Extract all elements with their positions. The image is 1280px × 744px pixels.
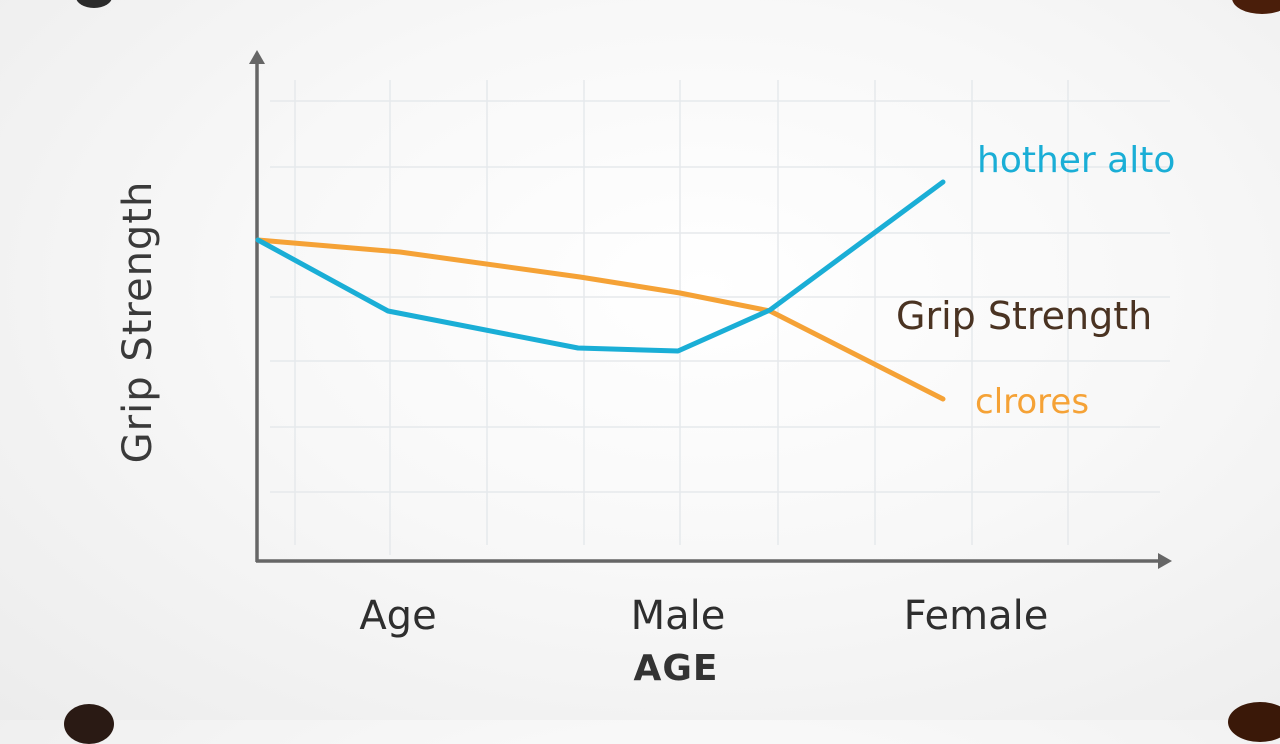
annotation-orange-series: clrores <box>975 382 1090 422</box>
axes <box>249 50 1172 569</box>
annotation-blue-series: hother alto <box>977 140 1176 181</box>
series-blue-line <box>255 179 946 354</box>
x-tick-female: Female <box>903 593 1049 639</box>
x-axis-arrow-icon <box>1158 553 1172 569</box>
y-axis-label: Grip Strength <box>115 180 161 464</box>
annotation-grip-strength: Grip Strength <box>896 294 1153 338</box>
series-orange-line <box>255 237 946 402</box>
corner-dot-top-right <box>1232 0 1280 14</box>
y-axis-arrow-icon <box>249 50 265 64</box>
line-chart <box>249 50 1172 569</box>
x-axis-title: AGE <box>633 648 719 689</box>
x-tick-age: Age <box>359 593 437 639</box>
corner-dot-top-left <box>76 0 112 8</box>
x-tick-male: Male <box>630 593 726 639</box>
